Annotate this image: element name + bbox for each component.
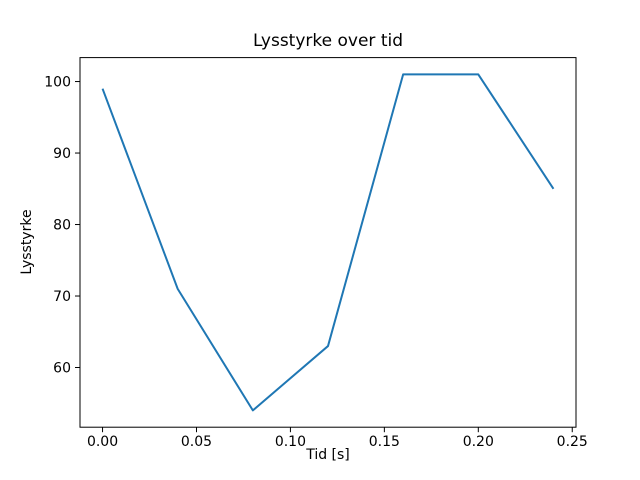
- axes-spines: [79, 57, 577, 428]
- x-tick-label: 0.15: [369, 434, 400, 450]
- y-tick-label: 80: [53, 218, 71, 234]
- x-tick-label: 0.20: [463, 434, 494, 450]
- chart-title: Lysstyrke over tid: [253, 31, 403, 51]
- y-tick-label: 90: [53, 146, 71, 162]
- y-tick-label: 60: [53, 361, 71, 377]
- x-tick-label: 0.05: [181, 434, 212, 450]
- y-tick-label: 70: [53, 289, 71, 305]
- x-tick-label: 0.10: [275, 434, 306, 450]
- x-tick-label: 0.00: [87, 434, 118, 450]
- data-line-series: [101, 73, 555, 412]
- x-tick-label: 0.25: [557, 434, 588, 450]
- x-axis-label: Tid [s]: [306, 447, 350, 463]
- y-tick-label: 100: [44, 75, 71, 91]
